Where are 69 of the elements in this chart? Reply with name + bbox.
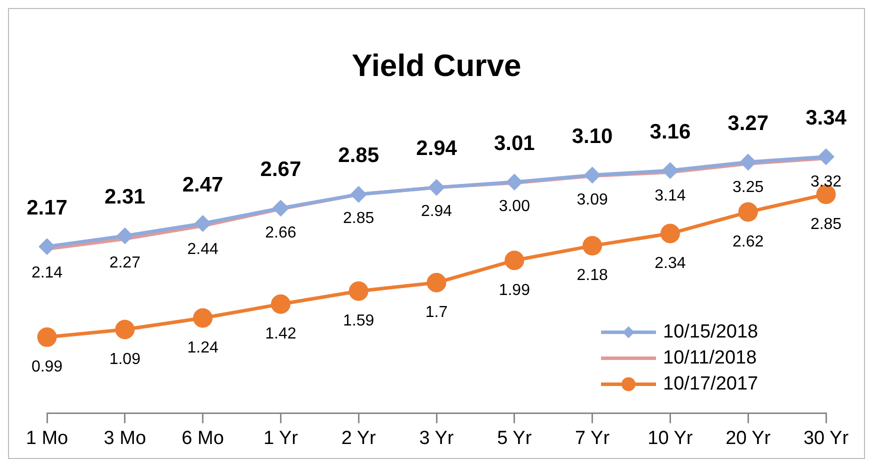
point (662, 162, 678, 178)
data-label: 1.24 (187, 339, 218, 356)
x-tick-label: 20 Yr (726, 428, 772, 449)
data-label: 3.09 (576, 191, 608, 208)
point (195, 216, 211, 232)
data-label: 2.62 (732, 233, 764, 250)
data-label: 2.34 (654, 254, 686, 272)
point (504, 250, 524, 270)
x-tick-label: 6 Mo (182, 428, 224, 449)
x-tick-label: 2 Yr (341, 428, 377, 449)
point (270, 294, 290, 314)
data-label: 2.85 (343, 210, 374, 227)
data-label: 3.00 (498, 198, 530, 216)
data-label: 2.18 (576, 267, 608, 284)
data-label: 1.99 (498, 282, 530, 299)
point (115, 320, 135, 340)
legend-label: 10/15/2018 (663, 321, 758, 342)
data-label: 2.85 (810, 216, 842, 233)
data-label: 1.42 (265, 326, 296, 343)
data-label: 2.14 (31, 264, 63, 282)
point (738, 202, 758, 222)
x-tick-label: 30 Yr (803, 428, 850, 449)
data-label: 2.31 (104, 186, 146, 209)
x-tick-label: 1 Mo (26, 428, 68, 449)
x-tick-label: 3 Yr (419, 428, 454, 449)
data-label: 2.47 (182, 173, 224, 196)
point (582, 236, 602, 256)
data-label: 2.17 (26, 196, 68, 220)
data-label: 2.27 (109, 254, 141, 272)
chart-title: Yield Curve (352, 48, 522, 84)
x-tick-label: 10 Yr (648, 428, 694, 449)
point (39, 238, 55, 254)
point (426, 272, 446, 292)
x-tick-label: 1 Yr (263, 428, 299, 449)
data-label: 1.09 (109, 350, 141, 368)
point (37, 327, 57, 347)
data-label: 2.67 (260, 158, 302, 181)
point (117, 228, 133, 244)
data-label: 0.99 (31, 358, 63, 376)
point (428, 180, 444, 196)
data-label: 3.32 (810, 174, 842, 191)
point (348, 281, 368, 301)
x-tick-label: 5 Yr (497, 428, 532, 449)
data-label: 2.44 (187, 241, 218, 258)
point (193, 308, 213, 328)
point (740, 154, 756, 170)
data-label: 2.66 (265, 224, 296, 242)
point (818, 148, 834, 164)
data-label: 3.10 (572, 124, 613, 148)
data-label: 2.94 (420, 202, 452, 220)
data-label: 2.85 (338, 144, 380, 168)
data-label: 3.14 (654, 187, 686, 204)
legend-label: 10/17/2017 (663, 373, 758, 394)
data-label: 3.34 (806, 106, 847, 130)
data-label: 1.7 (425, 304, 448, 322)
data-label: 3.27 (728, 112, 769, 135)
point (350, 186, 366, 202)
x-tick-label: 3 Mo (104, 428, 146, 449)
point (506, 174, 522, 190)
x-tick-label: 7 Yr (575, 428, 610, 449)
data-label: 1.59 (343, 312, 374, 330)
point (660, 224, 680, 244)
data-label: 3.01 (494, 132, 536, 155)
point (272, 200, 288, 216)
data-label: 3.25 (732, 179, 764, 196)
point (584, 167, 600, 183)
data-label: 3.16 (650, 120, 691, 144)
data-label: 2.94 (416, 137, 458, 160)
legend-label: 10/11/2018 (663, 347, 757, 368)
